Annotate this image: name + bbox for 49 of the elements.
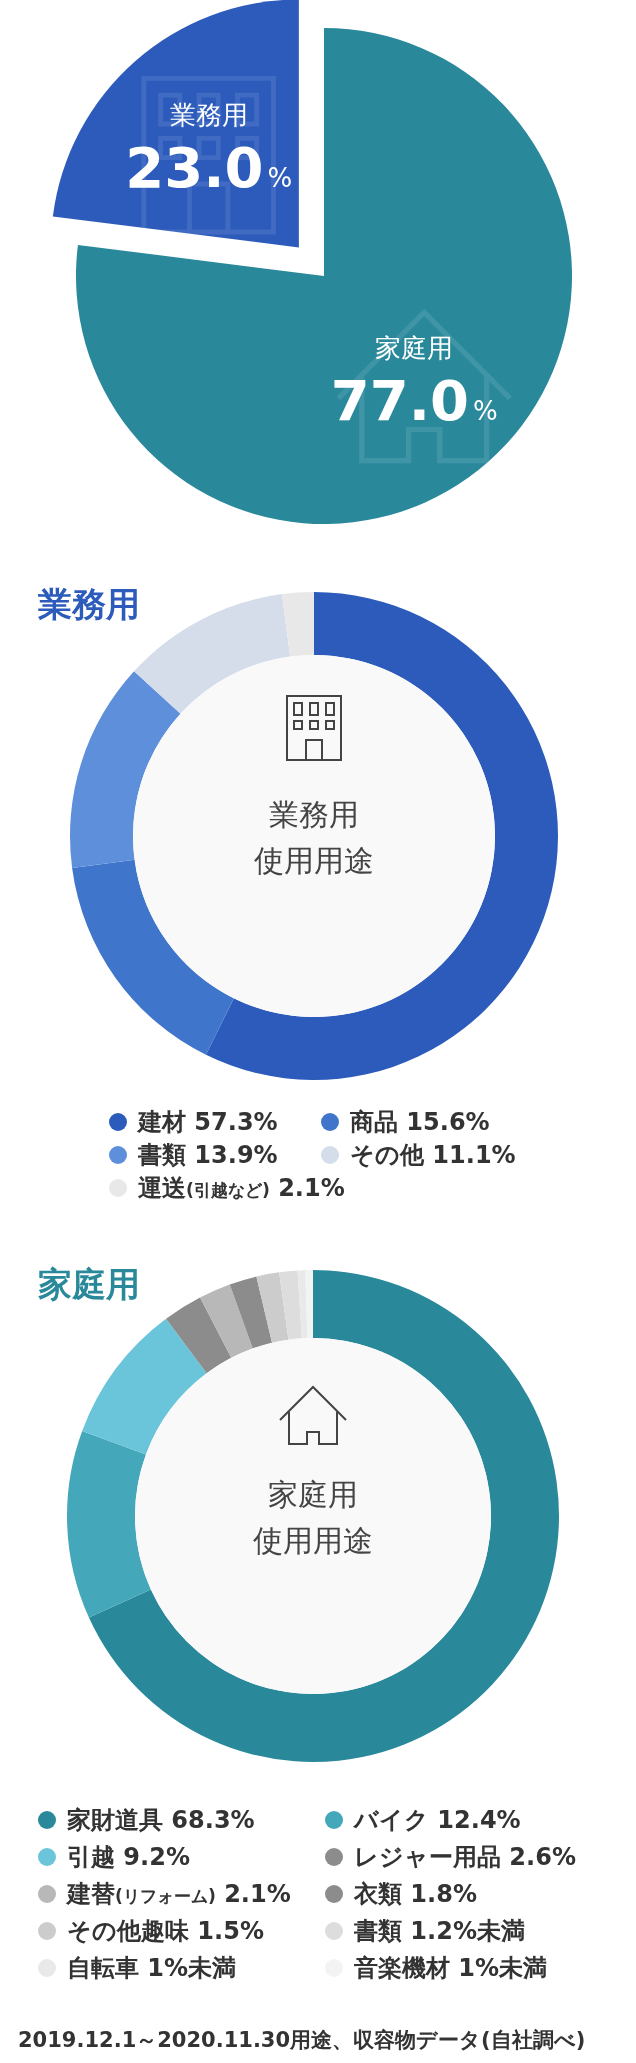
donut-slice xyxy=(70,671,181,869)
donut-slice xyxy=(229,1276,273,1349)
legend-label: 運送(引越など) xyxy=(138,1174,270,1203)
data-label: 23.0% xyxy=(125,134,293,200)
data-label: 9.2% xyxy=(115,1843,190,1872)
donut-slice xyxy=(281,592,314,657)
data-label: 11.1% xyxy=(424,1141,516,1170)
data-label: 57.3% xyxy=(186,1108,278,1137)
legend-label: 建替(リフォーム) xyxy=(65,1880,216,1909)
data-label: 2.1% xyxy=(215,1880,291,1909)
legend-label: 家財道具 xyxy=(66,1806,163,1835)
data-label: 1.8% xyxy=(402,1880,477,1909)
legend-label: バイク xyxy=(352,1806,429,1835)
data-label: 1%未満 xyxy=(450,1954,548,1983)
legend-label: その他 xyxy=(350,1141,425,1170)
legend-label: 建材 xyxy=(136,1108,186,1137)
slice-label: 業務用 xyxy=(169,100,248,131)
legend-label: 引越 xyxy=(67,1843,115,1872)
data-label: 1.2%未満 xyxy=(402,1917,525,1946)
data-label: 15.6% xyxy=(398,1108,490,1137)
donut-slice xyxy=(72,859,234,1055)
legend-label: レジャー用品 xyxy=(354,1843,501,1872)
data-label: 77.0% xyxy=(330,367,498,433)
data-label: 2.6% xyxy=(501,1843,576,1872)
slice-label: 家庭用 xyxy=(375,333,454,364)
legend-label: 書類 xyxy=(353,1917,402,1946)
legend-label: 商品 xyxy=(349,1108,398,1137)
data-label: 1.5% xyxy=(189,1917,264,1946)
text: 家庭用使用用途 xyxy=(253,1476,373,1558)
data-label: 68.3% xyxy=(163,1806,255,1835)
donut-slice xyxy=(205,592,558,1080)
data-label: 13.9% xyxy=(186,1141,278,1170)
donut-slice xyxy=(82,1318,207,1455)
legend-label: 自転車 xyxy=(67,1954,139,1983)
legend-label: 音楽機材 xyxy=(353,1954,450,1983)
data-label: 1%未満 xyxy=(139,1954,237,1983)
data-label: 2.1% xyxy=(269,1174,345,1203)
legend-label: 書類 xyxy=(137,1141,186,1170)
legend-label: その他趣味 xyxy=(67,1917,190,1946)
donut-slice xyxy=(200,1284,253,1358)
text: 2019.12.1～2020.11.30用途、収容物データ(自社調べ) xyxy=(18,2028,586,2053)
chart-title: 家庭用 xyxy=(38,1263,140,1304)
legend-label: 衣類 xyxy=(353,1880,402,1909)
data-label: 12.4% xyxy=(429,1806,521,1835)
chart-title: 業務用 xyxy=(37,583,140,624)
donut-slice xyxy=(166,1297,232,1374)
donut-slice xyxy=(256,1272,289,1343)
text: 業務用使用用途 xyxy=(254,796,374,878)
donut-slice xyxy=(67,1430,151,1618)
